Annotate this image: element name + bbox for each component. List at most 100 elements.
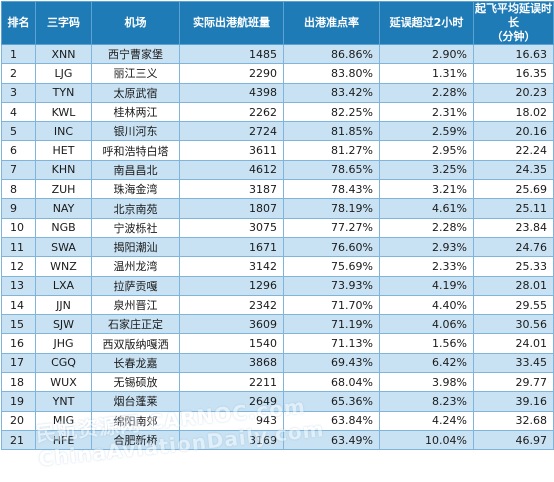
header-rank: 排名 <box>1 1 36 45</box>
cell-airport: 珠海金湾 <box>91 179 180 200</box>
cell-code: SWA <box>35 236 92 258</box>
cell-avg-delay: 25.11 <box>473 198 554 219</box>
cell-flights: 2211 <box>179 372 284 393</box>
cell-airport: 太原武宿 <box>91 82 180 103</box>
table-row: 21 HFE 合肥新桥 3169 63.49% 10.04% 46.97 <box>1 429 554 451</box>
cell-airport: 绵阳南郊 <box>91 410 180 431</box>
cell-avg-delay: 25.69 <box>473 179 554 200</box>
cell-airport: 无锡硕放 <box>91 372 180 393</box>
cell-on-time-rate: 69.43% <box>283 352 380 374</box>
cell-delay-over-2h: 10.04% <box>379 429 474 451</box>
cell-delay-over-2h: 2.95% <box>379 140 474 161</box>
cell-airport: 烟台蓬莱 <box>91 391 180 412</box>
cell-on-time-rate: 68.04% <box>283 372 380 393</box>
cell-avg-delay: 30.56 <box>473 314 554 335</box>
cell-airport: 西双版纳嘎洒 <box>91 333 180 354</box>
cell-rank: 5 <box>1 121 36 142</box>
cell-code: XNN <box>35 43 92 65</box>
cell-airport: 丽江三义 <box>91 63 180 84</box>
cell-rank: 18 <box>1 372 36 393</box>
cell-delay-over-2h: 2.93% <box>379 236 474 258</box>
cell-avg-delay: 25.33 <box>473 256 554 277</box>
cell-on-time-rate: 78.65% <box>283 159 380 181</box>
cell-on-time-rate: 78.43% <box>283 179 380 200</box>
cell-delay-over-2h: 6.42% <box>379 352 474 374</box>
cell-avg-delay: 22.24 <box>473 140 554 161</box>
cell-flights: 2262 <box>179 101 284 123</box>
cell-on-time-rate: 75.69% <box>283 256 380 277</box>
cell-code: WNZ <box>35 256 92 277</box>
cell-delay-over-2h: 2.28% <box>379 82 474 103</box>
cell-flights: 3142 <box>179 256 284 277</box>
header-avg-delay: 起飞平均延误时长 （分钟） <box>473 1 554 45</box>
cell-code: YNT <box>35 391 92 412</box>
table-row: 16 JHG 西双版纳嘎洒 1540 71.13% 1.56% 24.01 <box>1 333 554 354</box>
table-row: 4 KWL 桂林两江 2262 82.25% 2.31% 18.02 <box>1 101 554 123</box>
table-row: 7 KHN 南昌昌北 4612 78.65% 3.25% 24.35 <box>1 159 554 181</box>
cell-delay-over-2h: 4.06% <box>379 314 474 335</box>
cell-delay-over-2h: 4.24% <box>379 410 474 431</box>
cell-rank: 14 <box>1 294 36 316</box>
cell-avg-delay: 32.68 <box>473 410 554 431</box>
cell-avg-delay: 24.76 <box>473 236 554 258</box>
cell-code: LJG <box>35 63 92 84</box>
cell-avg-delay: 28.01 <box>473 275 554 296</box>
header-avg-delay-line2: （分钟） <box>491 30 536 43</box>
cell-delay-over-2h: 4.61% <box>379 198 474 219</box>
cell-delay-over-2h: 2.59% <box>379 121 474 142</box>
cell-code: SJW <box>35 314 92 335</box>
cell-flights: 3611 <box>179 140 284 161</box>
cell-code: KWL <box>35 101 92 123</box>
table-row: 18 WUX 无锡硕放 2211 68.04% 3.98% 29.77 <box>1 372 554 393</box>
airport-ranking-table: 排名 三字码 机场 实际出港航班量 出港准点率 延误超过2小时 起飞平均延误时长… <box>1 1 554 451</box>
cell-flights: 2649 <box>179 391 284 412</box>
cell-on-time-rate: 77.27% <box>283 217 380 238</box>
cell-on-time-rate: 83.80% <box>283 63 380 84</box>
cell-flights: 1807 <box>179 198 284 219</box>
cell-on-time-rate: 71.13% <box>283 333 380 354</box>
cell-airport: 石家庄正定 <box>91 314 180 335</box>
cell-airport: 温州龙湾 <box>91 256 180 277</box>
cell-airport: 长春龙嘉 <box>91 352 180 374</box>
header-avg-delay-line1: 起飞平均延误时长 <box>475 2 552 29</box>
cell-on-time-rate: 78.19% <box>283 198 380 219</box>
cell-code: HFE <box>35 429 92 451</box>
cell-avg-delay: 46.97 <box>473 429 554 451</box>
cell-avg-delay: 20.16 <box>473 121 554 142</box>
cell-rank: 11 <box>1 236 36 258</box>
cell-avg-delay: 24.01 <box>473 333 554 354</box>
cell-flights: 1671 <box>179 236 284 258</box>
cell-airport: 南昌昌北 <box>91 159 180 181</box>
cell-code: HET <box>35 140 92 161</box>
table-row: 1 XNN 西宁曹家堡 1485 86.86% 2.90% 16.63 <box>1 43 554 65</box>
cell-on-time-rate: 63.49% <box>283 429 380 451</box>
cell-on-time-rate: 83.42% <box>283 82 380 103</box>
cell-delay-over-2h: 4.40% <box>379 294 474 316</box>
cell-rank: 10 <box>1 217 36 238</box>
cell-code: KHN <box>35 159 92 181</box>
cell-flights: 3075 <box>179 217 284 238</box>
cell-delay-over-2h: 1.56% <box>379 333 474 354</box>
header-row: 排名 三字码 机场 实际出港航班量 出港准点率 延误超过2小时 起飞平均延误时长… <box>1 1 554 45</box>
table-body: 1 XNN 西宁曹家堡 1485 86.86% 2.90% 16.63 2 LJG 丽江三义 229… <box>1 43 554 451</box>
cell-airport: 呼和浩特白塔 <box>91 140 180 161</box>
cell-code: INC <box>35 121 92 142</box>
cell-airport: 宁波栎社 <box>91 217 180 238</box>
cell-delay-over-2h: 4.19% <box>379 275 474 296</box>
cell-avg-delay: 24.35 <box>473 159 554 181</box>
table-row: 11 SWA 揭阳潮汕 1671 76.60% 2.93% 24.76 <box>1 236 554 258</box>
cell-on-time-rate: 86.86% <box>283 43 380 65</box>
cell-rank: 20 <box>1 410 36 431</box>
cell-on-time-rate: 71.19% <box>283 314 380 335</box>
cell-flights: 3868 <box>179 352 284 374</box>
header-flights: 实际出港航班量 <box>179 1 284 45</box>
cell-flights: 943 <box>179 410 284 431</box>
cell-code: LXA <box>35 275 92 296</box>
cell-rank: 3 <box>1 82 36 103</box>
cell-avg-delay: 29.77 <box>473 372 554 393</box>
cell-rank: 13 <box>1 275 36 296</box>
cell-on-time-rate: 73.93% <box>283 275 380 296</box>
cell-code: MIG <box>35 410 92 431</box>
cell-flights: 4398 <box>179 82 284 103</box>
cell-avg-delay: 33.45 <box>473 352 554 374</box>
